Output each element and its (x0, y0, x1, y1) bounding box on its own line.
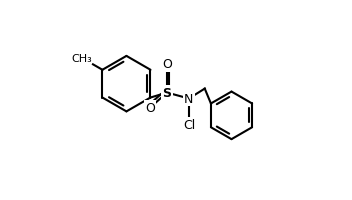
Text: S: S (163, 87, 171, 100)
Text: N: N (184, 93, 194, 105)
Text: Cl: Cl (183, 118, 195, 131)
Text: O: O (162, 58, 172, 71)
Text: CH₃: CH₃ (71, 54, 92, 64)
Text: O: O (145, 101, 155, 114)
